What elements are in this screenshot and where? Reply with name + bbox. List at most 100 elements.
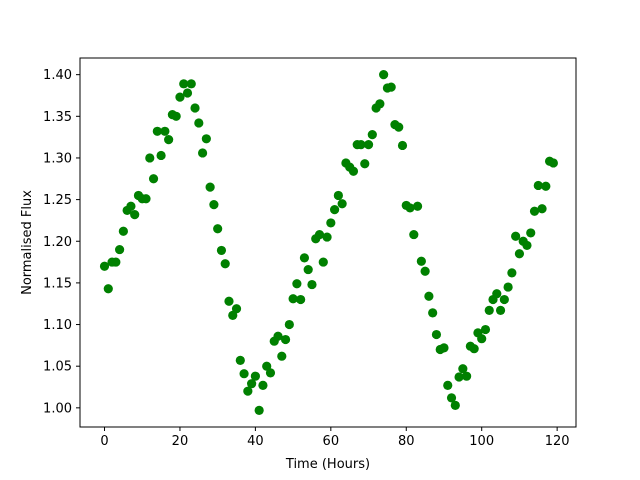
plot-frame [79, 57, 577, 428]
data-point [156, 150, 166, 161]
y-axis-label: Normalised Flux [20, 190, 35, 295]
data-point [360, 159, 370, 169]
data-point [288, 294, 298, 304]
data-point [356, 140, 366, 150]
data-point [145, 153, 155, 163]
data-point [130, 209, 140, 220]
data-point [307, 279, 317, 290]
data-point [190, 103, 200, 113]
data-point [326, 218, 336, 228]
x-tick-label: 40 [247, 434, 264, 449]
data-point [318, 257, 328, 267]
data-point [446, 393, 457, 403]
data-point [492, 289, 502, 299]
data-point [443, 380, 453, 390]
data-point [258, 380, 268, 390]
data-point [228, 310, 238, 320]
y-tick-label: 1.35 [43, 110, 72, 125]
data-point [148, 174, 159, 184]
data-point [333, 190, 343, 201]
data-point [314, 229, 325, 240]
data-point [209, 200, 219, 210]
data-point [152, 126, 162, 136]
data-point [503, 282, 513, 292]
data-point [273, 331, 283, 341]
data-point [164, 135, 174, 145]
y-tick-label: 1.05 [43, 360, 72, 375]
data-point [277, 351, 287, 361]
data-point [394, 122, 404, 132]
data-point [379, 70, 389, 80]
data-point [111, 257, 121, 267]
data-point [416, 256, 426, 266]
data-point [480, 324, 491, 335]
data-point [495, 305, 506, 315]
data-point [265, 368, 276, 378]
data-point [216, 245, 227, 256]
data-point [254, 405, 264, 415]
data-point [526, 228, 536, 238]
data-point [348, 166, 359, 176]
y-tick-label: 1.25 [43, 193, 72, 208]
data-point [141, 194, 151, 204]
x-axis-ticks: 0 20 40 60 80 100 120 [100, 427, 570, 449]
data-point [296, 294, 306, 305]
data-point [428, 308, 438, 318]
data-point [439, 343, 449, 353]
data-point [462, 371, 472, 381]
data-point [322, 232, 332, 242]
data-point [205, 182, 215, 192]
data-point [375, 99, 385, 109]
data-point [454, 372, 464, 382]
data-point [239, 369, 249, 379]
data-point [330, 204, 340, 215]
data-point [171, 111, 181, 121]
data-point [450, 400, 460, 410]
data-point [213, 224, 223, 234]
data-point [115, 244, 125, 255]
data-point [284, 319, 294, 330]
y-tick-label: 1.30 [43, 151, 72, 166]
data-point [499, 294, 509, 305]
x-axis-label: Time (Hours) [285, 457, 370, 472]
data-point [541, 181, 551, 191]
data-point [118, 226, 128, 236]
data-point [537, 204, 547, 214]
data-points [99, 70, 558, 415]
data-point [247, 379, 257, 389]
x-tick-label: 20 [172, 434, 189, 449]
data-point [363, 140, 374, 150]
data-point [412, 201, 423, 211]
x-tick-label: 60 [323, 434, 340, 449]
data-point [235, 355, 245, 365]
data-point [469, 344, 479, 354]
data-point [507, 268, 517, 278]
x-tick-label: 100 [469, 434, 494, 449]
x-tick-label: 0 [100, 434, 108, 449]
data-point [533, 180, 543, 191]
x-tick-label: 120 [545, 434, 570, 449]
y-tick-label: 1.20 [43, 235, 72, 250]
data-point [197, 148, 208, 158]
data-point [160, 126, 170, 136]
data-point [303, 264, 313, 275]
data-point [514, 249, 525, 259]
data-point [529, 206, 540, 216]
data-point [484, 305, 494, 315]
data-point [220, 259, 230, 269]
data-point [175, 92, 185, 102]
y-tick-label: 1.40 [43, 68, 72, 83]
data-point [477, 334, 487, 344]
data-point [522, 240, 532, 251]
data-point [179, 79, 189, 89]
data-point [224, 296, 234, 306]
y-tick-label: 1.10 [43, 318, 72, 333]
data-point [243, 386, 253, 396]
data-point [250, 371, 260, 381]
data-point [103, 284, 113, 294]
y-axis-ticks: 1.00 1.05 1.10 1.15 1.20 1.25 1.30 1.35 1.40 [43, 68, 80, 416]
x-tick-label: 80 [398, 434, 415, 449]
data-point [194, 118, 204, 128]
data-point [409, 229, 419, 240]
